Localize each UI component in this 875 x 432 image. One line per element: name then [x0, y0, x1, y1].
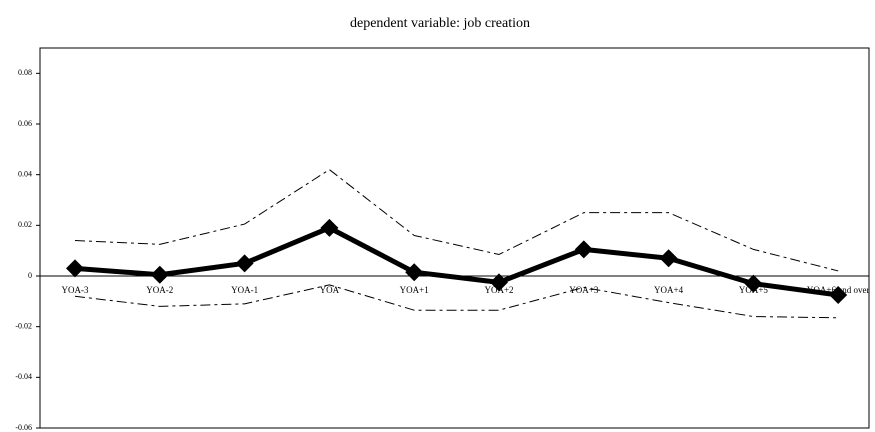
- point-marker: [490, 273, 508, 292]
- y-tick-label: 0.08: [18, 68, 32, 77]
- point-marker: [744, 274, 763, 293]
- plot-frame: [39, 47, 870, 429]
- x-tick-label: YOA+4: [654, 285, 684, 295]
- point-marker: [659, 249, 678, 268]
- y-tick-label: 0.02: [18, 220, 32, 229]
- x-tick-label: YOA-3: [62, 285, 89, 295]
- x-tick-label: YOA-2: [146, 285, 173, 295]
- y-tick-label: 0.04: [18, 169, 32, 178]
- y-tick-label: 0: [28, 271, 32, 280]
- point-marker: [405, 263, 424, 282]
- point-marker: [150, 265, 169, 284]
- y-tick-label: 0.06: [18, 119, 32, 128]
- x-tick-label: YOA+3: [569, 285, 599, 295]
- series-line: [74, 284, 839, 319]
- point-marker: [320, 218, 339, 237]
- x-tick-label: YOA-1: [231, 285, 258, 295]
- point-marker: [66, 259, 84, 278]
- x-tick-label: YOA: [320, 285, 340, 295]
- x-tick-label: YOA+1: [400, 285, 429, 295]
- y-tick-label: -0.02: [15, 321, 32, 330]
- chart-title: dependent variable: job creation: [350, 16, 530, 31]
- series-line: [74, 225, 839, 298]
- y-tick-label: -0.06: [15, 423, 32, 432]
- point-marker: [235, 254, 254, 273]
- y-tick-label: -0.04: [15, 372, 32, 381]
- point-marker: [829, 286, 848, 304]
- point-marker: [574, 240, 593, 259]
- series-line: [74, 169, 839, 272]
